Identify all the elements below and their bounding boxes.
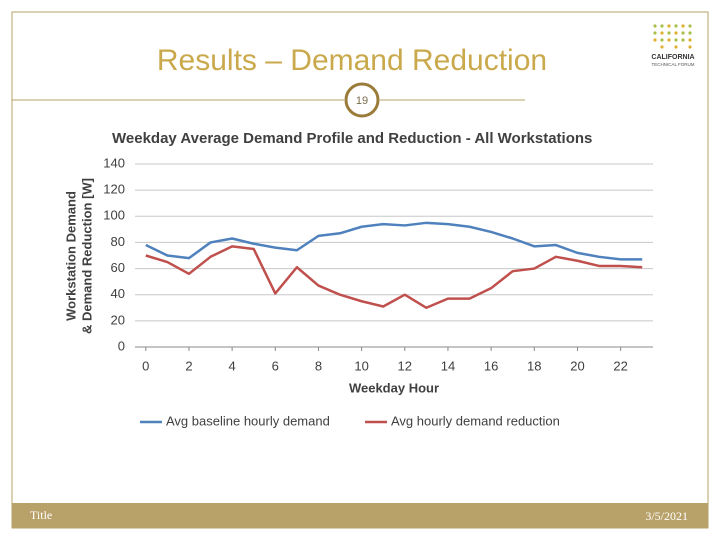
logo: CALIFORNIA TECHNICAL FORUM bbox=[651, 24, 695, 67]
page-number: 19 bbox=[356, 95, 368, 107]
y-tick-label: 0 bbox=[118, 338, 125, 353]
x-tick-label: 4 bbox=[229, 358, 236, 373]
y-axis-label: Workstation Demand bbox=[63, 191, 78, 321]
page-badge bbox=[344, 82, 380, 118]
y-tick-label: 40 bbox=[111, 286, 125, 301]
chart-area bbox=[60, 120, 700, 438]
y-tick-label: 100 bbox=[103, 208, 125, 223]
y-tick-label: 20 bbox=[111, 312, 125, 327]
y-axis-label: & Demand Reduction [W] bbox=[79, 178, 94, 334]
x-tick-label: 0 bbox=[142, 358, 149, 373]
x-tick-label: 10 bbox=[354, 358, 368, 373]
x-axis-label: Weekday Hour bbox=[349, 380, 439, 395]
y-tick-label: 120 bbox=[103, 182, 125, 197]
x-tick-label: 14 bbox=[441, 358, 455, 373]
x-tick-label: 2 bbox=[185, 358, 192, 373]
x-tick-label: 6 bbox=[272, 358, 279, 373]
x-tick-label: 12 bbox=[398, 358, 412, 373]
slide-title: Results – Demand Reduction bbox=[157, 44, 547, 77]
y-tick-label: 140 bbox=[103, 155, 125, 170]
logo-text: TECHNICAL FORUM bbox=[651, 62, 694, 67]
x-tick-label: 20 bbox=[570, 358, 584, 373]
x-tick-label: 8 bbox=[315, 358, 322, 373]
series-line bbox=[145, 245, 643, 310]
logo-text: CALIFORNIA bbox=[651, 54, 694, 61]
footer-bar bbox=[12, 503, 708, 528]
footer-left: Title bbox=[30, 508, 52, 522]
x-tick-label: 16 bbox=[484, 358, 498, 373]
plot: 0 20 40 60 80 100 120 140 0 2 4 6 8 10 12 14 16 18 20 22 Avg… bbox=[103, 155, 653, 428]
x-tick-label: 18 bbox=[527, 358, 541, 373]
legend-label: Avg baseline hourly demand bbox=[166, 413, 330, 428]
chart-title: Weekday Average Demand Profile and Reduc… bbox=[112, 130, 592, 147]
y-tick-label: 60 bbox=[111, 260, 125, 275]
legend-label: Avg hourly demand reduction bbox=[391, 413, 560, 428]
y-tick-label: 80 bbox=[111, 234, 125, 249]
x-tick-label: 22 bbox=[613, 358, 627, 373]
footer-right: 3/5/2021 bbox=[645, 509, 688, 523]
series-line bbox=[145, 221, 643, 261]
